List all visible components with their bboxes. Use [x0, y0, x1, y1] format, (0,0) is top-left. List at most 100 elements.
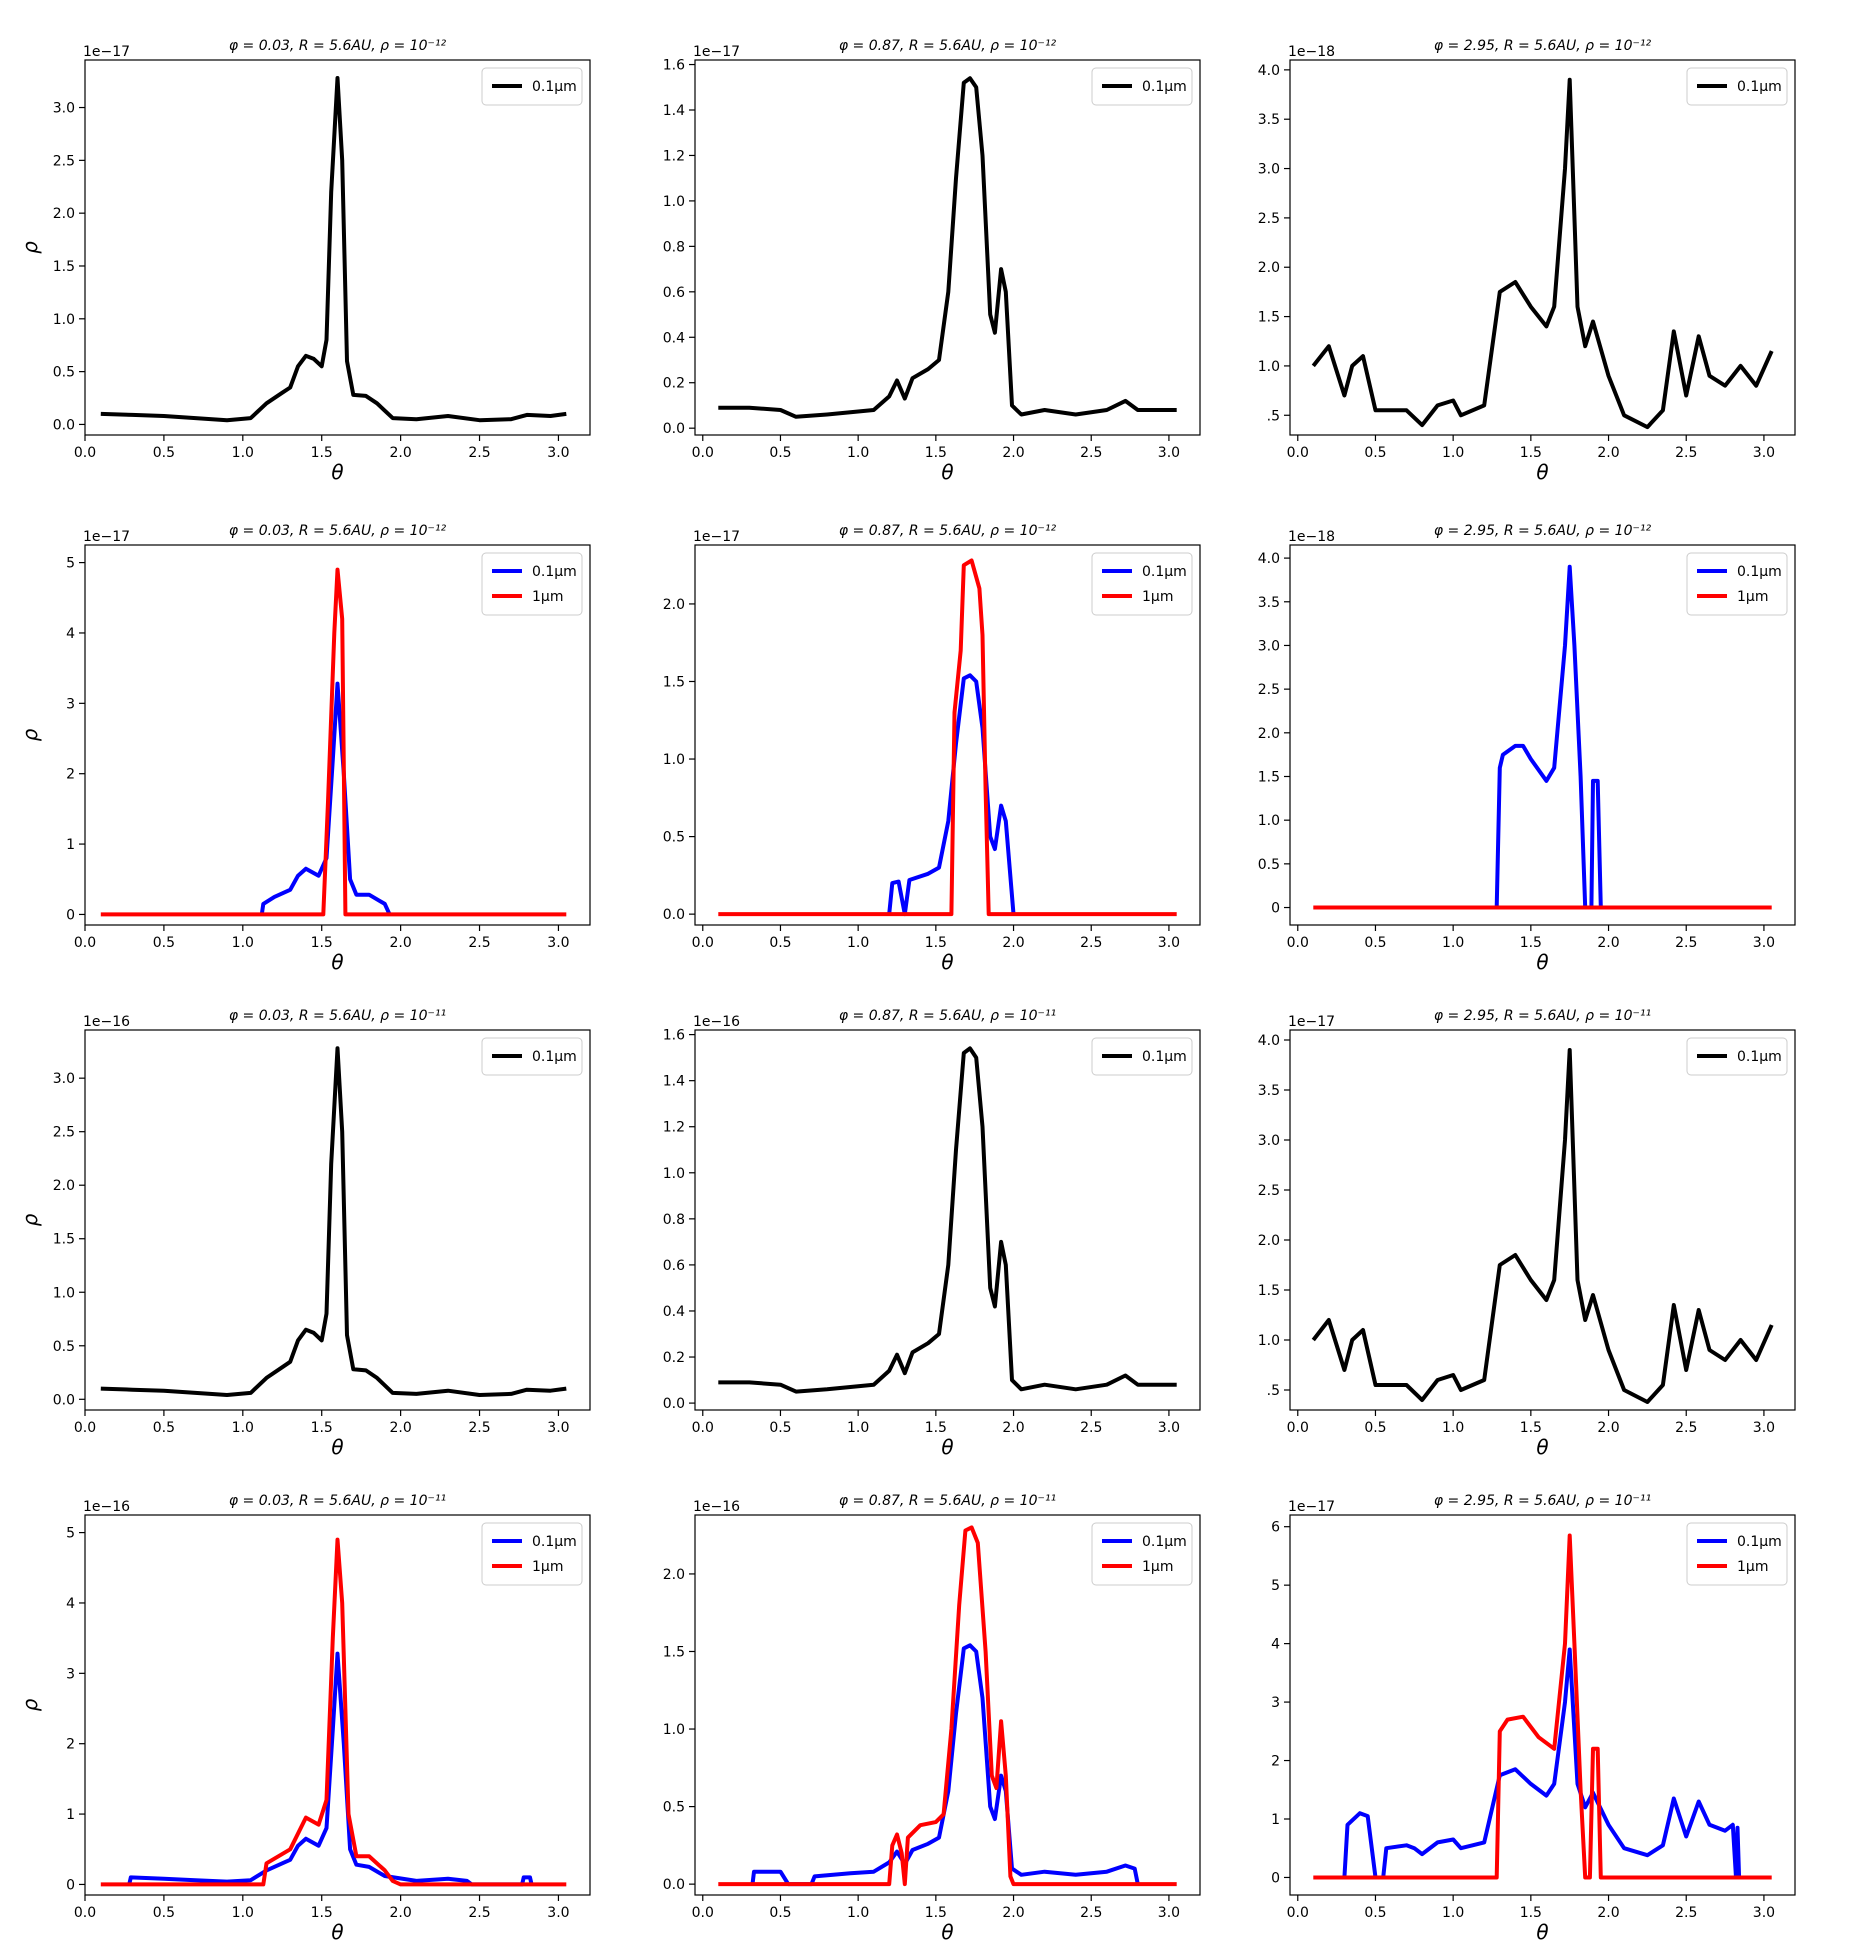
- legend: 0.1μm: [481, 67, 583, 106]
- x-tick-label: 1.0: [847, 1905, 869, 1921]
- y-tick-label: 0.0: [53, 1392, 75, 1408]
- legend-label: 0.1μm: [532, 564, 577, 580]
- chart-title: φ = 0.87, R = 5.6AU, ρ = 10⁻¹¹: [839, 1008, 1056, 1024]
- chart-title: φ = 2.95, R = 5.6AU, ρ = 10⁻¹¹: [1434, 1493, 1651, 1509]
- chart-title: φ = 0.03, R = 5.6AU, ρ = 10⁻¹²: [229, 38, 447, 54]
- y-axis-label: ρ: [18, 1698, 42, 1711]
- chart-title: φ = 0.87, R = 5.6AU, ρ = 10⁻¹²: [839, 38, 1057, 54]
- x-tick-label: 0.5: [769, 445, 791, 461]
- y-tick-label: 1.5: [53, 259, 75, 275]
- x-tick-label: 2.0: [1597, 1420, 1619, 1436]
- y-tick-label: 0: [66, 907, 75, 923]
- x-tick-label: 3.0: [1158, 1420, 1180, 1436]
- y-tick-label: 4: [1271, 1637, 1280, 1653]
- y-tick-label: 1: [66, 837, 75, 853]
- legend: 0.1μm 1μm: [1091, 552, 1193, 616]
- y-tick-label: 1.6: [663, 58, 685, 74]
- x-tick-label: 2.5: [468, 1905, 490, 1921]
- axes-frame: [1289, 544, 1796, 926]
- x-tick-label: 0.5: [1364, 935, 1386, 951]
- y-tick-label: 2.5: [1258, 211, 1280, 227]
- chart-panel-4: φ = 0.03, R = 5.6AU, ρ = 10⁻¹² 1e−17 0.0 0.…: [18, 523, 591, 974]
- x-tick-label: 1.5: [311, 1420, 333, 1436]
- chart-panel-2: φ = 0.87, R = 5.6AU, ρ = 10⁻¹² 1e−17 0.0 0.…: [663, 38, 1201, 484]
- x-tick-label: 2.5: [1675, 1905, 1697, 1921]
- x-axis-label: θ: [1536, 1920, 1548, 1944]
- x-tick-label: 2.0: [1597, 935, 1619, 951]
- chart-panel-12: φ = 2.95, R = 5.6AU, ρ = 10⁻¹¹ 1e−17 0.0 0.…: [1271, 1493, 1796, 1944]
- axes-frame: [694, 59, 1201, 436]
- legend-label: 1μm: [1737, 589, 1768, 605]
- x-axis-label: θ: [331, 950, 343, 974]
- offset-text: 1e−18: [1288, 44, 1335, 60]
- x-axis-label: θ: [941, 1920, 953, 1944]
- x-axis-label: θ: [1536, 950, 1548, 974]
- series-line-01m: [718, 1046, 1177, 1394]
- chart-panel-8: φ = 0.87, R = 5.6AU, ρ = 10⁻¹¹ 1e−16 0.0 0.…: [663, 1008, 1201, 1459]
- legend-label: 0.1μm: [1737, 1534, 1782, 1550]
- x-tick-label: 0.5: [1364, 445, 1386, 461]
- y-tick-label: 0.4: [663, 330, 685, 346]
- chart-panel-6: φ = 2.95, R = 5.6AU, ρ = 10⁻¹² 1e−18 0.0 0.…: [1258, 523, 1796, 974]
- x-tick-label: 1.0: [1442, 445, 1464, 461]
- x-tick-label: 0.5: [769, 1420, 791, 1436]
- y-tick-label: 2.0: [1258, 726, 1280, 742]
- axes-frame: [694, 544, 1201, 926]
- chart-panel-9: φ = 2.95, R = 5.6AU, ρ = 10⁻¹¹ 1e−17 0.0 0.…: [1258, 1008, 1796, 1459]
- x-tick-label: 2.5: [468, 445, 490, 461]
- legend-label: 1μm: [532, 1559, 563, 1575]
- x-tick-label: 0.0: [692, 445, 714, 461]
- x-tick-label: 0.5: [153, 445, 175, 461]
- legend-label: 1μm: [532, 589, 563, 605]
- x-tick-label: 1.0: [1442, 935, 1464, 951]
- y-tick-label: 0.0: [663, 421, 685, 437]
- y-tick-label: 1.6: [663, 1028, 685, 1044]
- x-tick-label: 2.0: [389, 1420, 411, 1436]
- chart-title: φ = 0.03, R = 5.6AU, ρ = 10⁻¹²: [229, 523, 447, 539]
- chart-title: φ = 0.03, R = 5.6AU, ρ = 10⁻¹¹: [229, 1493, 446, 1509]
- series-line-1m: [718, 558, 1177, 917]
- x-tick-label: 1.0: [232, 1905, 254, 1921]
- y-tick-label: 1.5: [663, 674, 685, 690]
- x-tick-label: 1.0: [232, 445, 254, 461]
- x-tick-label: 0.0: [74, 935, 96, 951]
- y-tick-label: 0.5: [663, 830, 685, 846]
- series-line-1m: [100, 567, 567, 917]
- x-tick-label: 2.0: [1002, 1905, 1024, 1921]
- legend: 0.1μm: [1091, 67, 1193, 106]
- x-tick-label: 1.5: [311, 935, 333, 951]
- legend: 0.1μm 1μm: [1091, 1522, 1193, 1586]
- y-axis-label: ρ: [18, 728, 42, 741]
- legend-label: 0.1μm: [532, 1049, 577, 1065]
- x-tick-label: 0.0: [1287, 445, 1309, 461]
- x-tick-label: 3.0: [1158, 445, 1180, 461]
- x-axis-label: θ: [1536, 1435, 1548, 1459]
- legend-label: 1μm: [1737, 1559, 1768, 1575]
- x-tick-label: 3.0: [547, 1420, 569, 1436]
- x-tick-label: 1.0: [1442, 1420, 1464, 1436]
- axes-frame: [1289, 1029, 1796, 1411]
- legend-label: 0.1μm: [1142, 79, 1187, 95]
- y-axis-label: ρ: [18, 1213, 42, 1226]
- x-tick-label: 3.0: [1753, 1420, 1775, 1436]
- x-tick-label: 1.5: [1520, 1420, 1542, 1436]
- x-tick-label: 1.5: [925, 1905, 947, 1921]
- chart-title: φ = 2.95, R = 5.6AU, ρ = 10⁻¹²: [1434, 523, 1652, 539]
- x-tick-label: 0.0: [74, 1905, 96, 1921]
- x-tick-label: 3.0: [547, 445, 569, 461]
- x-tick-label: 2.5: [468, 1420, 490, 1436]
- x-axis-label: θ: [941, 950, 953, 974]
- x-tick-label: 1.0: [847, 935, 869, 951]
- y-tick-label: 1.5: [1258, 769, 1280, 785]
- x-tick-label: 0.0: [692, 1905, 714, 1921]
- y-tick-label: 2: [1271, 1754, 1280, 1770]
- offset-text: 1e−16: [83, 1499, 130, 1515]
- x-tick-label: 1.5: [1520, 935, 1542, 951]
- y-tick-label: 0.4: [663, 1304, 685, 1320]
- x-tick-label: 0.0: [1287, 1420, 1309, 1436]
- legend-label: 0.1μm: [1142, 1049, 1187, 1065]
- x-tick-label: 3.0: [1158, 1905, 1180, 1921]
- y-tick-label: 5: [1271, 1578, 1280, 1594]
- y-tick-label: 1.5: [53, 1232, 75, 1248]
